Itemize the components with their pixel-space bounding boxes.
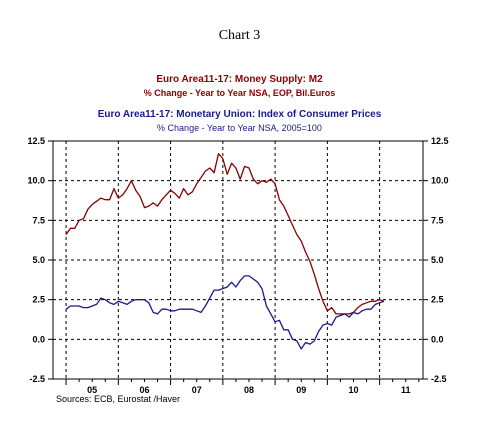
y-tick-label-right: -2.5 [431, 374, 447, 384]
y-tick-label-right: 0.0 [431, 334, 444, 344]
cpi-series-line [65, 275, 385, 350]
x-tick-label: 09 [296, 385, 306, 395]
y-tick-label-right: 7.5 [431, 215, 444, 225]
m2-series-title: Euro Area11-17: Money Supply: M2 [156, 74, 323, 85]
m2-series-line [65, 153, 385, 315]
y-tick-label-left: 7.5 [32, 215, 45, 225]
x-tick-label: 11 [401, 385, 411, 395]
x-tick-label: 08 [244, 385, 254, 395]
y-tick-label-left: 5.0 [32, 255, 45, 265]
x-tick-label: 05 [87, 385, 97, 395]
y-tick-label-left: 2.5 [32, 295, 45, 305]
chart-title: Chart 3 [218, 28, 261, 43]
y-tick-label-left: 0.0 [32, 334, 45, 344]
x-tick-label: 07 [192, 385, 202, 395]
y-tick-label-right: 12.5 [431, 136, 449, 146]
y-tick-label-left: 10.0 [27, 176, 45, 186]
y-tick-label-right: 10.0 [431, 176, 449, 186]
y-tick-label-right: 5.0 [431, 255, 444, 265]
m2-series-subtitle: % Change - Year to Year NSA, EOP, Bil.Eu… [143, 88, 336, 98]
cpi-series-subtitle: % Change - Year to Year NSA, 2005=100 [157, 123, 322, 133]
x-tick-label: 06 [139, 385, 149, 395]
y-tick-label-right: 2.5 [431, 295, 444, 305]
sources-note: Sources: ECB, Eurostat /Haver [56, 394, 181, 404]
x-tick-label: 10 [348, 385, 358, 395]
cpi-series-title: Euro Area11-17: Monetary Union: Index of… [97, 109, 382, 120]
y-tick-label-left: 12.5 [27, 136, 45, 146]
y-tick-label-left: -2.5 [29, 374, 45, 384]
